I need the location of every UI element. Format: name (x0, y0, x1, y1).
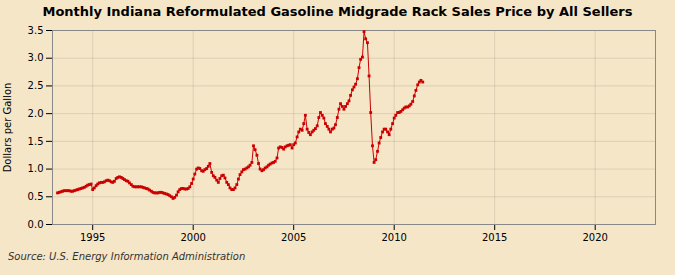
html-text:Monthly Indiana Reformulated G: Monthly Indiana Reformulated Gasoline Mi… (42, 4, 633, 19)
svg-text:2005: 2005 (281, 232, 306, 243)
svg-text:3.5: 3.5 (28, 25, 44, 36)
svg-text:1.0: 1.0 (28, 163, 44, 174)
svg-text:Dollars per Gallon: Dollars per Gallon (2, 83, 13, 173)
svg-text:1995: 1995 (80, 232, 105, 243)
svg-text:0.0: 0.0 (28, 219, 44, 230)
svg-text:2000: 2000 (180, 232, 205, 243)
svg-text:2020: 2020 (582, 232, 607, 243)
svg-text:2010: 2010 (381, 232, 406, 243)
svg-text:2.0: 2.0 (28, 108, 44, 119)
svg-text:2015: 2015 (482, 232, 507, 243)
svg-text:3.0: 3.0 (28, 52, 44, 63)
svg-text:1.5: 1.5 (28, 136, 44, 147)
html-text:Source: U.S. Energy Informatio: Source: U.S. Energy Information Administ… (8, 251, 246, 262)
svg-text:2.5: 2.5 (28, 80, 44, 91)
svg-text:0.5: 0.5 (28, 191, 44, 202)
